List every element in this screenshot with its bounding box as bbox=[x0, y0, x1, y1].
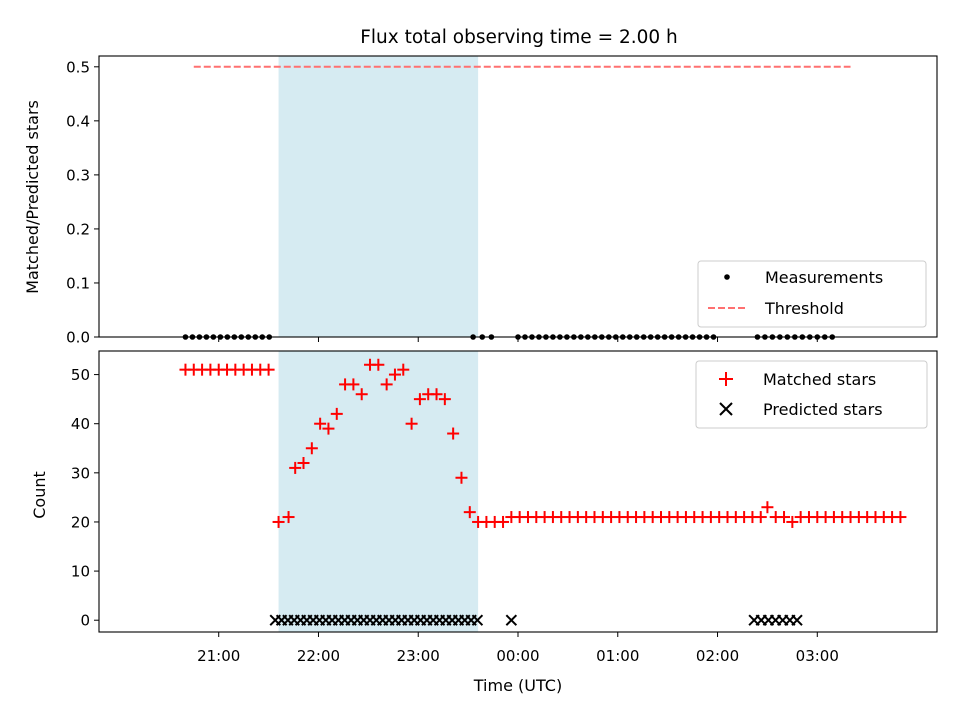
y-tick-label: 40 bbox=[71, 415, 90, 433]
matched-star-point bbox=[297, 457, 310, 470]
matched-star-point bbox=[497, 515, 510, 528]
matched-star-point bbox=[778, 511, 791, 524]
matched-star-point bbox=[405, 417, 418, 430]
matched-star-point bbox=[447, 427, 460, 440]
x-axis-label: Time (UTC) bbox=[473, 676, 562, 695]
matched-star-point bbox=[289, 461, 302, 474]
legend-matched-marker bbox=[719, 372, 733, 386]
matched-star-point bbox=[262, 363, 275, 376]
x-tick-label: 00:00 bbox=[496, 647, 539, 665]
predicted-star-point bbox=[791, 614, 803, 626]
matched-star-point bbox=[438, 393, 451, 406]
matched-star-point bbox=[894, 511, 907, 524]
y-tick-label: 0.1 bbox=[66, 274, 90, 292]
y-tick-label: 0.3 bbox=[66, 166, 90, 184]
legend-threshold-label: Threshold bbox=[764, 299, 844, 318]
y-tick-label: 0.5 bbox=[66, 58, 90, 76]
legend-predicted-marker bbox=[719, 402, 733, 416]
matched-star-point bbox=[463, 506, 476, 519]
legend-top: Measurements Threshold bbox=[697, 260, 927, 328]
matched-star-point bbox=[380, 378, 393, 391]
y-tick-label: 10 bbox=[71, 563, 90, 581]
matched-star-point bbox=[372, 358, 385, 371]
matched-star-point bbox=[413, 393, 426, 406]
matched-star-point bbox=[761, 501, 774, 514]
matched-star-point bbox=[347, 378, 360, 391]
y-tick-label: 0.2 bbox=[66, 220, 90, 238]
y-tick-label: 30 bbox=[71, 464, 90, 482]
matched-star-point bbox=[330, 407, 343, 420]
x-tick-label: 03:00 bbox=[796, 647, 839, 665]
matched-star-point bbox=[305, 442, 318, 455]
y-tick-label: 0.0 bbox=[66, 329, 90, 347]
panel-top-shaded-region bbox=[278, 56, 479, 337]
matched-star-point bbox=[754, 511, 767, 524]
predicted-star-point bbox=[471, 614, 484, 626]
legend-measurements-marker bbox=[724, 274, 730, 280]
legend-measurements-label: Measurements bbox=[765, 268, 883, 287]
y-tick-label: 50 bbox=[71, 366, 90, 384]
x-tick-label: 22:00 bbox=[297, 647, 340, 665]
panel-bottom: 0 10 20 30 40 50 21:00 22:00 23:00 00:00 01:00 02:… bbox=[30, 350, 938, 665]
legend-matched-label: Matched stars bbox=[763, 370, 876, 389]
panel-top-y-axis: 0.0 0.1 0.2 0.3 0.4 0.5 bbox=[66, 58, 99, 347]
predicted-star-point bbox=[505, 614, 518, 626]
panel-bottom-x-axis: 21:00 22:00 23:00 00:00 01:00 02:00 03:00 bbox=[197, 632, 839, 665]
y-tick-label: 0.4 bbox=[66, 112, 90, 130]
panel-top-x-ticks bbox=[218, 337, 818, 342]
matched-star-point bbox=[388, 368, 401, 381]
legend-predicted-label: Predicted stars bbox=[763, 400, 883, 419]
legend-bottom: Matched stars Predicted stars bbox=[695, 360, 928, 429]
panel-bottom-y-axis: 0 10 20 30 40 50 bbox=[71, 366, 99, 630]
x-tick-label: 21:00 bbox=[197, 647, 240, 665]
panel-top: 0.0 0.1 0.2 0.3 0.4 0.5 Matched/Predicted sta… bbox=[23, 55, 938, 347]
panel-bottom-ylabel: Count bbox=[30, 471, 49, 519]
panel-bottom-shaded-region bbox=[278, 351, 479, 632]
x-tick-label: 01:00 bbox=[596, 647, 639, 665]
matched-star-point bbox=[430, 388, 443, 401]
matched-star-point bbox=[314, 417, 327, 430]
panel-bottom-marks bbox=[179, 358, 907, 626]
matched-star-point bbox=[282, 511, 295, 524]
matched-star-point bbox=[355, 388, 368, 401]
x-tick-label: 23:00 bbox=[397, 647, 440, 665]
matched-star-point bbox=[272, 515, 285, 528]
matched-star-point bbox=[397, 363, 410, 376]
matched-star-point bbox=[786, 515, 799, 528]
x-tick-label: 02:00 bbox=[696, 647, 739, 665]
chart-title: Flux total observing time = 2.00 h bbox=[360, 27, 678, 48]
matched-star-point bbox=[455, 471, 468, 484]
y-tick-label: 20 bbox=[71, 513, 90, 531]
y-tick-label: 0 bbox=[80, 612, 90, 630]
panel-top-ylabel: Matched/Predicted stars bbox=[23, 100, 42, 294]
matched-star-point bbox=[322, 422, 335, 435]
